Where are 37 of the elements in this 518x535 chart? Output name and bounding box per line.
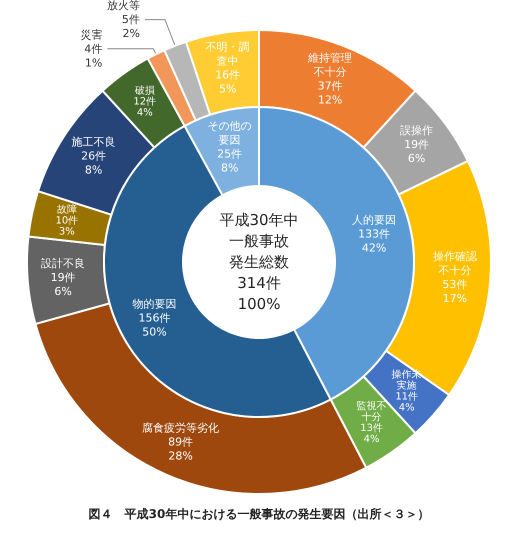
data-label: 10件 3% (55, 216, 78, 238)
text: 100% (238, 295, 280, 313)
text: 発生総数 (229, 253, 289, 271)
slice-label: 誤操作 (400, 124, 434, 138)
slice-label: 不明・調査中 (206, 40, 250, 68)
slice-label: 操作確認不十分 (432, 250, 477, 278)
data-label: 4件 1% (84, 42, 102, 70)
text: 一般事故 (229, 232, 289, 250)
data-label: 5件 2% (122, 13, 140, 40)
data-label: 11件 4% (395, 392, 418, 414)
text: 図４ 平成30年中における一般事故の発生要因（出所＜３＞） (88, 507, 430, 521)
slice-label: 破損 (134, 84, 155, 97)
data-label: 25件 8% (217, 148, 242, 175)
data-label: 13件 4% (360, 423, 383, 446)
data-label: 12件 4% (133, 96, 156, 119)
slice-label: 放火等 (106, 0, 140, 12)
data-label: 89件 28% (168, 436, 194, 463)
slice-label: 災害 (80, 28, 102, 42)
data-label: 156件 50% (138, 311, 170, 338)
data-label: 37件 12% (318, 79, 343, 106)
data-label: 19件 6% (404, 138, 430, 166)
slice-label: 維持管理不十分 (307, 51, 352, 78)
slice-label: 監視不十分 (356, 400, 387, 424)
text: 314件 (237, 274, 281, 292)
slice-label: 故障 (56, 204, 77, 216)
slice-label: 人的要因 (352, 213, 396, 226)
text: 平成30年中 (219, 211, 299, 229)
slice-label: 施工不良 (72, 135, 116, 148)
slice-label: 設計不良 (41, 257, 86, 270)
data-label: 26件 8% (81, 149, 106, 176)
slice-label: 物的要因 (132, 297, 176, 310)
data-label: 16件 5% (215, 68, 240, 96)
data-label: 133件 42% (358, 227, 390, 254)
data-label: 53件 17% (442, 278, 468, 306)
data-label: 19件 6% (50, 271, 76, 298)
slice-label: 腐食疲労等劣化 (142, 422, 220, 435)
slice-label: その他の要因 (208, 120, 252, 147)
